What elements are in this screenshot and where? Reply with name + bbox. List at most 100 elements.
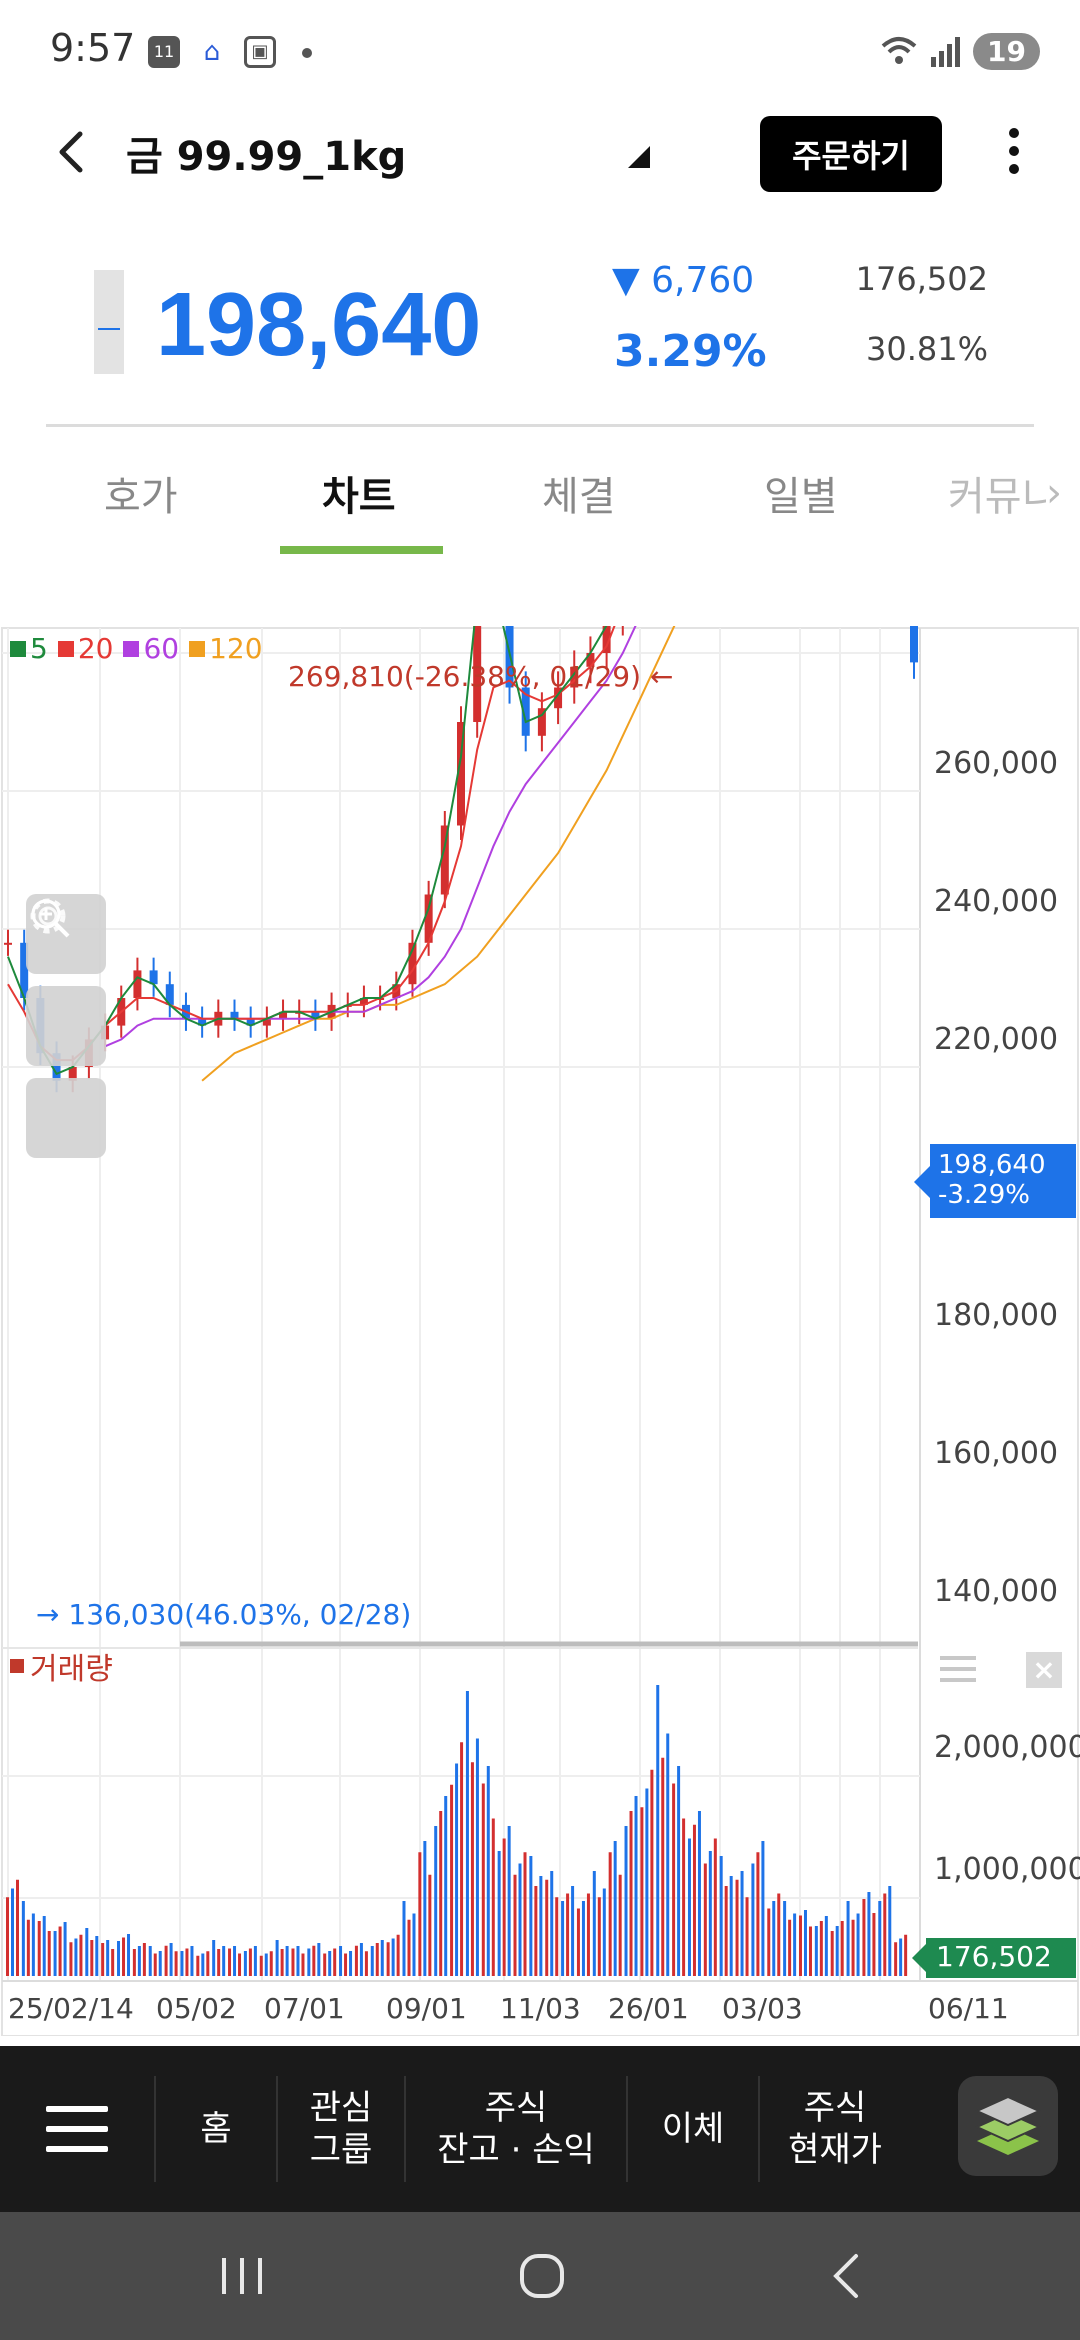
home-icon[interactable] xyxy=(512,2246,572,2306)
wifi-icon xyxy=(881,37,917,64)
bottom-navigation: 홈 관심 그룹 주식 잔고 · 손익 이체 주식 현재가 xyxy=(0,2046,1080,2212)
x-axis-tick: 25/02/14 xyxy=(8,1992,134,2025)
volume-bar xyxy=(550,1871,554,1976)
tab-chart[interactable]: 차트 xyxy=(322,474,396,520)
chart-settings-button[interactable] xyxy=(26,898,106,1158)
volume-bar xyxy=(407,1919,411,1976)
volume-bar xyxy=(592,1871,596,1976)
volume-bar xyxy=(375,1943,379,1976)
volume-bar xyxy=(190,1946,194,1976)
layers-button[interactable] xyxy=(958,2076,1058,2176)
volume-panel-menu-icon[interactable] xyxy=(940,1656,976,1686)
volume-bar xyxy=(645,1788,649,1976)
zoom-out-button[interactable] xyxy=(26,899,106,1066)
tab-daily[interactable]: 일별 xyxy=(764,474,838,520)
candle-body xyxy=(68,1067,77,1081)
chart-border xyxy=(1,627,1079,2036)
tab-trades[interactable]: 체결 xyxy=(542,474,616,520)
candle-body xyxy=(537,708,546,736)
volume-bar xyxy=(180,1951,184,1976)
volume-bar xyxy=(523,1852,527,1976)
volume-bar xyxy=(79,1934,83,1976)
volume-bar xyxy=(344,1953,348,1976)
volume-bar xyxy=(47,1931,51,1976)
volume-bar xyxy=(301,1953,305,1976)
volume-bar xyxy=(497,1851,501,1976)
volume-bar xyxy=(666,1733,670,1976)
gear-icon xyxy=(30,898,66,934)
volume-bar xyxy=(455,1763,459,1976)
nav-stock-balance[interactable]: 주식 잔고 · 손익 xyxy=(437,2088,595,2170)
volume-bar xyxy=(703,1863,707,1976)
volume-bar xyxy=(597,1897,601,1976)
volume-bar xyxy=(418,1852,422,1976)
nav-transfer[interactable]: 이체 xyxy=(661,2109,725,2149)
more-options-icon[interactable] xyxy=(996,120,1032,190)
nav-stock-quote[interactable]: 주식 현재가 xyxy=(788,2088,882,2170)
candle-body xyxy=(52,1053,61,1081)
volume-bar xyxy=(174,1951,178,1976)
trade-volume-percent: 30.81% xyxy=(865,330,988,368)
status-bar: 9:57 11 ⌂ ▣ 19 xyxy=(0,0,1080,100)
volume-bar xyxy=(894,1942,898,1976)
volume-panel-close-icon[interactable]: × xyxy=(1026,1652,1062,1688)
volume-bar xyxy=(883,1893,887,1976)
volume-axis-tick: 1,000,000 xyxy=(934,1852,1080,1887)
volume-bar xyxy=(756,1852,760,1976)
tab-scroll-right-icon[interactable]: › xyxy=(1046,470,1062,516)
volume-bar xyxy=(206,1951,210,1976)
volume-bar xyxy=(370,1946,374,1976)
low-price-label: → 136,030(46.03%, 02/28) xyxy=(36,1598,412,1631)
dropdown-triangle-icon[interactable] xyxy=(628,146,650,168)
volume-bar xyxy=(11,1888,14,1976)
candle-body xyxy=(230,1011,239,1019)
calendar-icon: 11 xyxy=(148,36,180,68)
tab-orderbook[interactable]: 호가 xyxy=(104,474,178,520)
product-title[interactable]: 금 99.99_1kg xyxy=(126,134,407,180)
back-icon[interactable] xyxy=(818,2246,878,2306)
nav-divider xyxy=(626,2076,628,2182)
recent-apps-icon[interactable] xyxy=(212,2246,272,2306)
volume-bar xyxy=(586,1893,590,1976)
volume-bar xyxy=(840,1921,844,1976)
volume-bar xyxy=(904,1934,908,1976)
volume-bar xyxy=(42,1916,46,1976)
candle-body xyxy=(473,626,482,722)
volume-bar xyxy=(856,1913,860,1976)
order-button[interactable]: 주문하기 xyxy=(760,116,942,192)
volume-bar xyxy=(539,1876,543,1976)
volume-bar xyxy=(391,1938,395,1976)
trade-volume: 176,502 xyxy=(855,260,988,298)
price-axis-tick: 180,000 xyxy=(934,1298,1059,1333)
volume-bar xyxy=(428,1874,432,1976)
price-change-percent: 3.29% xyxy=(614,326,767,377)
volume-bar xyxy=(95,1936,99,1976)
volume-bar xyxy=(127,1934,131,1976)
chart-canvas[interactable] xyxy=(0,626,1080,2036)
volume-bar xyxy=(349,1951,353,1976)
volume-bar xyxy=(90,1940,94,1976)
nav-home[interactable]: 홈 xyxy=(200,2109,232,2149)
volume-bar xyxy=(253,1946,257,1976)
volume-bar xyxy=(634,1796,638,1976)
price-chart[interactable]: 5 20 60 120 269,810(-26.38%, 01/29) ← → … xyxy=(0,626,1080,2036)
ma-legend: 5 20 60 120 xyxy=(10,632,263,665)
nav-divider xyxy=(404,2076,406,2182)
volume-bar xyxy=(185,1948,189,1976)
volume-bar xyxy=(672,1783,676,1976)
volume-bar xyxy=(878,1901,882,1976)
volume-bar xyxy=(117,1941,121,1976)
back-arrow-icon[interactable] xyxy=(44,122,104,182)
volume-bar xyxy=(412,1913,416,1976)
volume-bar xyxy=(751,1863,755,1976)
volume-bar xyxy=(380,1940,384,1976)
volume-bar xyxy=(507,1826,511,1976)
tab-community[interactable]: 커뮤니 xyxy=(948,474,1046,520)
candle-body xyxy=(424,894,433,943)
volume-bar xyxy=(148,1946,152,1976)
volume-bar xyxy=(888,1886,892,1976)
nav-watch-group[interactable]: 관심 그룹 xyxy=(309,2088,373,2170)
hamburger-menu-icon[interactable] xyxy=(46,2106,108,2154)
nav-divider xyxy=(154,2076,156,2182)
x-axis-tick: 06/11 xyxy=(928,1992,1009,2025)
